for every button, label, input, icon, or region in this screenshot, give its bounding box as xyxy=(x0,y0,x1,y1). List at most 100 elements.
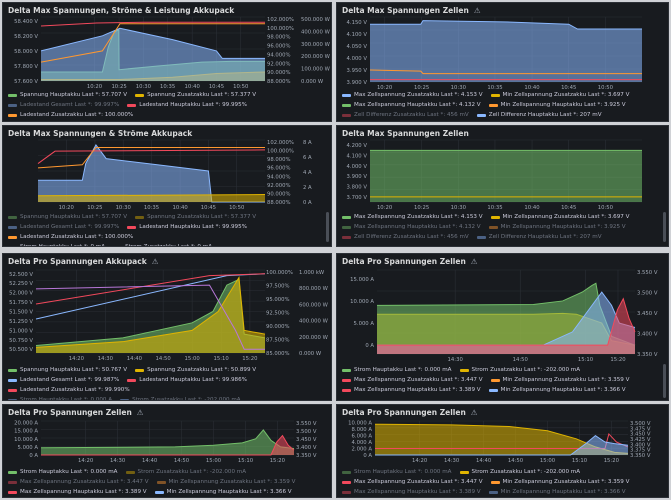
legend-item[interactable]: Strom Hauptakku Last *: 0.000 mA xyxy=(8,467,118,477)
legend-item[interactable]: Max Zellspannung Zusatzakku Last *: 4.15… xyxy=(342,90,483,100)
panel-title[interactable]: Delta Pro Spannungen Zellen ⚠ xyxy=(342,257,478,266)
legend-item[interactable]: Strom Hauptakku Last *: 0.000 A xyxy=(8,395,112,400)
warning-icon[interactable]: ⚠ xyxy=(151,257,159,266)
legend-item[interactable]: Ladestand Zusatzakku Last *: 100.000% xyxy=(8,110,133,120)
legend-item[interactable]: Max Zellspannung Zusatzakku Last *: 3.44… xyxy=(8,477,149,487)
legend-label: Ladestand Zusatzakku Last *: 99.990% xyxy=(20,387,130,393)
panel-title[interactable]: Delta Pro Spannungen Zellen ⚠ xyxy=(8,408,144,417)
legend-item[interactable]: Spannung Hauptakku Last *: 57.707 V xyxy=(8,90,127,100)
legend-item[interactable]: Strom Hauptakku Last *: 0 mA xyxy=(8,120,105,121)
legend-item[interactable]: Strom Zusatzakku Last *: 0 mA xyxy=(113,242,212,246)
legend-swatch xyxy=(8,378,17,382)
panel-title[interactable]: Delta Max Spannungen Zellen xyxy=(342,129,469,138)
legend-item[interactable]: Max Zellspannung Zusatzakku Last *: 3.44… xyxy=(342,477,483,487)
legend-item[interactable]: Strom Zusatzakku Last *: -202.000 mA xyxy=(120,395,241,400)
legend-item[interactable]: Min Zellspannung Hauptakku Last *: 3.366… xyxy=(488,487,626,497)
panel-title[interactable]: Delta Pro Spannungen Akkupack ⚠ xyxy=(8,257,158,266)
legend-swatch xyxy=(459,368,469,372)
legend-item[interactable]: Max Zellspannung Hauptakku Last *: 4.132… xyxy=(342,222,481,232)
warning-icon[interactable]: ⚠ xyxy=(470,257,478,266)
legend-item[interactable]: Min Zellspannung Zusatzakku Last *: 3.69… xyxy=(490,90,629,100)
legend-item[interactable]: Min Zellspannung Hauptakku Last *: 3.366… xyxy=(154,487,292,497)
x-tick-label: 15:20 xyxy=(242,356,258,362)
legend-item[interactable]: Ladestand Hauptakku Last *: 99.995% xyxy=(127,222,247,232)
panel-title[interactable]: Delta Max Spannungen & Ströme Akkupack xyxy=(8,129,193,138)
series-area xyxy=(41,28,265,81)
legend-item[interactable]: Spannung Zusatzakku Last *: 57.377 V xyxy=(135,90,256,100)
legend-item[interactable]: Min Zellspannung Hauptakku Last *: 3.925… xyxy=(488,222,626,232)
legend-item[interactable]: Strom Hauptakku Last *: 0.000 mA xyxy=(342,365,452,375)
legend-item[interactable]: Strom Zusatzakku Last *: -202.000 mA xyxy=(459,365,580,375)
legend-item[interactable]: Max Zellspannung Hauptakku Last *: 3.389… xyxy=(342,487,481,497)
legend-item[interactable]: Strom Hauptakku Last *: 0.000 mA xyxy=(342,467,452,477)
legend-row: Strom Hauptakku Last *: 0.000 A Strom Zus… xyxy=(8,395,325,400)
scrollbar[interactable] xyxy=(663,212,666,242)
panel-title[interactable]: Delta Max Spannungen Zellen ⚠ xyxy=(342,6,481,15)
warning-icon[interactable]: ⚠ xyxy=(136,408,144,417)
legend-swatch xyxy=(8,480,17,484)
scrollbar[interactable] xyxy=(663,364,666,398)
legend-label: Min Zellspannung Hauptakku Last *: 3.366… xyxy=(500,387,626,393)
y2-tick-label: 3.450 V xyxy=(296,437,317,443)
warning-icon[interactable]: ⚠ xyxy=(470,408,478,417)
y2-tick-label: 100.000% xyxy=(267,26,294,32)
legend-item[interactable]: Max Zellspannung Hauptakku Last *: 4.132… xyxy=(342,100,481,110)
legend-label: Zell Differenz Hauptakku Last *: 207 mV xyxy=(488,234,602,240)
legend-item[interactable]: Min Zellspannung Zusatzakku Last *: 3.35… xyxy=(490,375,629,385)
legend-item[interactable]: Ladestand Gesamt Last *: 99.997% xyxy=(8,222,119,232)
x-tick-label: 14:50 xyxy=(174,458,190,464)
legend-item[interactable]: Strom Zusatzakku Last *: -202.000 mA xyxy=(125,467,246,477)
legend-item[interactable]: Min Zellspannung Zusatzakku Last *: 3.35… xyxy=(156,477,295,487)
panel-pro-zellen-zusatz: Delta Pro Spannungen Zellen ⚠ 10.000 A 8.0… xyxy=(336,404,669,498)
legend-item[interactable]: Max Zellspannung Zusatzakku Last *: 3.44… xyxy=(342,375,483,385)
legend-swatch xyxy=(8,235,17,239)
legend-swatch xyxy=(342,368,351,372)
legend-row: Ladestand Gesamt Last *: 99.997% Ladestan… xyxy=(8,100,325,120)
legend-item[interactable]: Spannung Zusatzakku Last *: 50.899 V xyxy=(135,365,256,375)
panel-title[interactable]: Delta Pro Spannungen Zellen ⚠ xyxy=(342,408,478,417)
scrollbar[interactable] xyxy=(326,212,329,242)
legend-item[interactable]: Spannung Hauptakku Last *: 50.767 V xyxy=(8,365,127,375)
x-tick-label: 10:50 xyxy=(598,205,614,211)
legend-item[interactable]: Strom Hauptakku Last *: 0 mA xyxy=(8,242,105,246)
legend-row: Max Zellspannung Zusatzakku Last *: 3.44… xyxy=(342,477,662,487)
legend-item[interactable]: Max Zellspannung Zusatzakku Last *: 4.15… xyxy=(342,212,483,222)
legend-item[interactable]: Zell Differenz Hauptakku Last *: 207 mV xyxy=(476,232,602,242)
panel-pro-zellen: Delta Pro Spannungen Zellen ⚠ 15.000 A 10.… xyxy=(336,253,669,401)
legend-item[interactable]: Zell Differenz Zusatzakku Last *: 456 mV xyxy=(342,232,469,242)
legend-item[interactable]: Ladestand Zusatzakku Last *: 100.000% xyxy=(8,232,133,242)
legend-item[interactable]: Max Zellspannung Hauptakku Last *: 3.389… xyxy=(8,487,147,497)
y2-tick-label: 3.475 V xyxy=(630,426,651,432)
legend-item[interactable]: Max Zellspannung Hauptakku Last *: 3.389… xyxy=(342,385,481,395)
legend-item[interactable]: Ladestand Gesamt Last *: 99.997% xyxy=(8,100,119,110)
legend-label: Spannung Zusatzakku Last *: 57.377 V xyxy=(147,92,257,98)
y2-tick-label: 3.550 V xyxy=(296,421,317,427)
y2-tick-label: 92.000% xyxy=(267,183,291,189)
panel-title[interactable]: Delta Max Spannungen, Ströme & Leistung … xyxy=(8,6,235,15)
legend-item[interactable]: Strom Zusatzakku Last *: 0 mA xyxy=(113,120,212,121)
legend-item[interactable]: Min Zellspannung Zusatzakku Last *: 3.35… xyxy=(490,477,629,487)
warning-icon[interactable]: ⚠ xyxy=(473,6,481,15)
y2-tick-label: 0 A xyxy=(303,200,312,206)
y-tick-label: 52.000 V xyxy=(9,291,33,297)
legend-item[interactable]: Zell Differenz Hauptakku Last *: 207 mV xyxy=(476,110,602,120)
x-tick-label: 14:30 xyxy=(448,357,464,363)
series-line xyxy=(40,21,265,27)
y2-tick-label: 3.375 V xyxy=(630,448,651,454)
legend-item[interactable]: Min Zellspannung Hauptakku Last *: 3.366… xyxy=(488,385,626,395)
x-tick-label: 14:50 xyxy=(156,356,172,362)
legend-swatch xyxy=(154,490,164,494)
legend-item[interactable]: Ladestand Hauptakku Last *: 99.995% xyxy=(127,100,247,110)
legend-item[interactable]: Min Zellspannung Zusatzakku Last *: 3.69… xyxy=(490,212,629,222)
legend-item[interactable]: Spannung Hauptakku Last *: 57.707 V xyxy=(8,212,127,222)
legend-item[interactable]: Min Zellspannung Hauptakku Last *: 3.925… xyxy=(488,100,626,110)
legend-item[interactable]: Spannung Zusatzakku Last *: 57.377 V xyxy=(135,212,256,222)
legend-item[interactable]: Zell Differenz Zusatzakku Last *: 456 mV xyxy=(342,110,469,120)
y2-tick-label: 95.000% xyxy=(266,297,290,303)
y2-tick-label: 94.000% xyxy=(267,52,291,58)
legend-item[interactable]: Strom Zusatzakku Last *: -202.000 mA xyxy=(459,467,580,477)
legend-item[interactable]: Ladestand Hauptakku Last *: 99.986% xyxy=(127,375,247,385)
legend-item[interactable]: Ladestand Gesamt Last *: 99.987% xyxy=(8,375,119,385)
y2-tick-label: 96.000% xyxy=(267,166,291,172)
legend-item[interactable]: Ladestand Zusatzakku Last *: 99.990% xyxy=(8,385,130,395)
